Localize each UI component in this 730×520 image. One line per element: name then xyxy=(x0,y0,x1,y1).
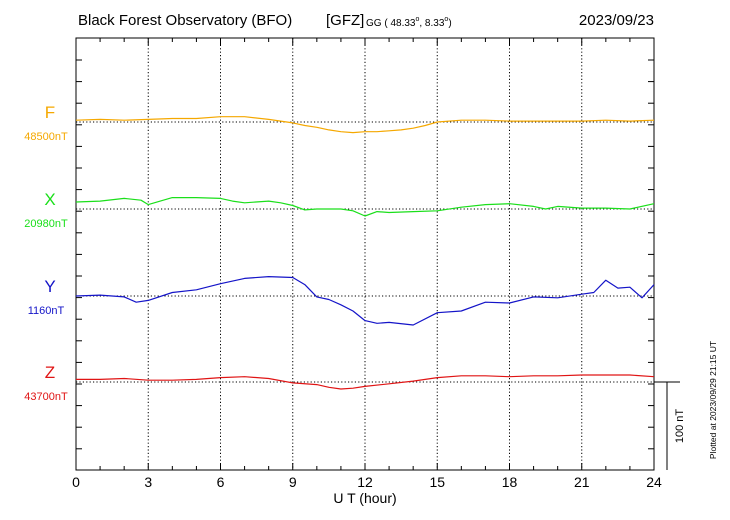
baseline-label-y: 1160nT xyxy=(28,305,65,317)
x-tick-label: 18 xyxy=(502,474,518,490)
component-label-y: Y xyxy=(44,277,55,296)
baseline-label-f: 48500nT xyxy=(24,131,68,143)
x-axis-label: U T (hour) xyxy=(333,490,396,506)
component-label-f: F xyxy=(45,103,55,122)
x-tick-label: 9 xyxy=(289,474,297,490)
station-coordinates: GG ( 48.33o, 8.33o) xyxy=(366,16,452,29)
series-y-line xyxy=(75,276,655,326)
baseline-label-x: 20980nT xyxy=(24,218,68,230)
institute-label: [GFZ] xyxy=(326,12,364,29)
series-x-line xyxy=(75,197,655,217)
x-tick-label: 15 xyxy=(429,474,445,490)
plotted-note: Plotted at 2023/09/29 21:15 UT xyxy=(708,341,718,459)
x-tick-label: 6 xyxy=(217,474,225,490)
series-layer xyxy=(75,116,655,390)
x-tick-label: 3 xyxy=(144,474,152,490)
series-f-line xyxy=(75,116,655,134)
x-tick-label: 24 xyxy=(646,474,662,490)
series-z-line xyxy=(76,374,655,390)
scale-label: 100 nT xyxy=(674,409,686,444)
grid-lines xyxy=(147,38,583,470)
component-label-x: X xyxy=(44,190,55,209)
x-axis-ticks: 0 3 6 9 12 15 18 21 24 xyxy=(72,38,662,490)
baseline-label-z: 43700nT xyxy=(24,391,68,403)
x-tick-label: 21 xyxy=(574,474,590,490)
chart-date: 2023/09/23 xyxy=(579,12,654,29)
y-axis-ticks xyxy=(76,59,654,450)
component-labels: F 48500nT X 20980nT Y 1160nT Z 43700nT xyxy=(24,103,68,403)
component-label-z: Z xyxy=(45,363,55,382)
chart-title: Black Forest Observatory (BFO) xyxy=(78,12,292,29)
x-tick-label: 0 xyxy=(72,474,80,490)
baselines xyxy=(76,121,654,383)
x-tick-label: 12 xyxy=(357,474,373,490)
